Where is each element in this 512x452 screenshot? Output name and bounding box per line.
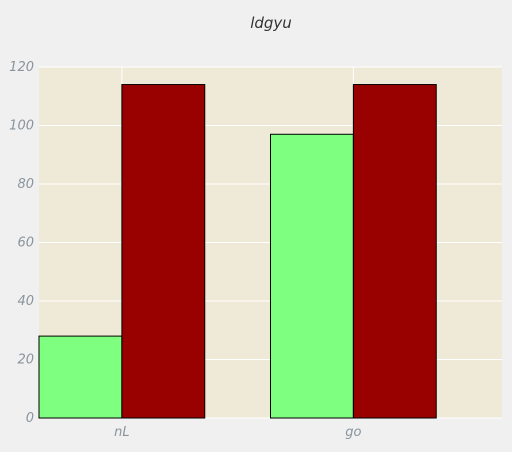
bar bbox=[270, 133, 354, 419]
y-tick-label: 0 bbox=[26, 411, 34, 426]
y-tick-label: 40 bbox=[17, 294, 34, 309]
bar bbox=[38, 335, 123, 419]
y-tick-label: 60 bbox=[17, 236, 34, 251]
chart-title: ldgyu bbox=[250, 14, 292, 32]
y-tick-label: 100 bbox=[9, 119, 34, 134]
y-tick-label: 80 bbox=[17, 177, 34, 192]
bar bbox=[121, 84, 206, 419]
y-tick-label: 20 bbox=[17, 353, 34, 368]
x-tick-label: nL bbox=[114, 425, 129, 440]
x-tick-label: go bbox=[345, 425, 361, 440]
y-tick-label: 120 bbox=[9, 60, 34, 75]
y-axis-ticks: 0 20 40 60 80 100 120 bbox=[9, 60, 34, 426]
bar bbox=[352, 84, 437, 419]
x-axis-ticks: nL go bbox=[114, 425, 361, 440]
bars bbox=[38, 84, 437, 419]
